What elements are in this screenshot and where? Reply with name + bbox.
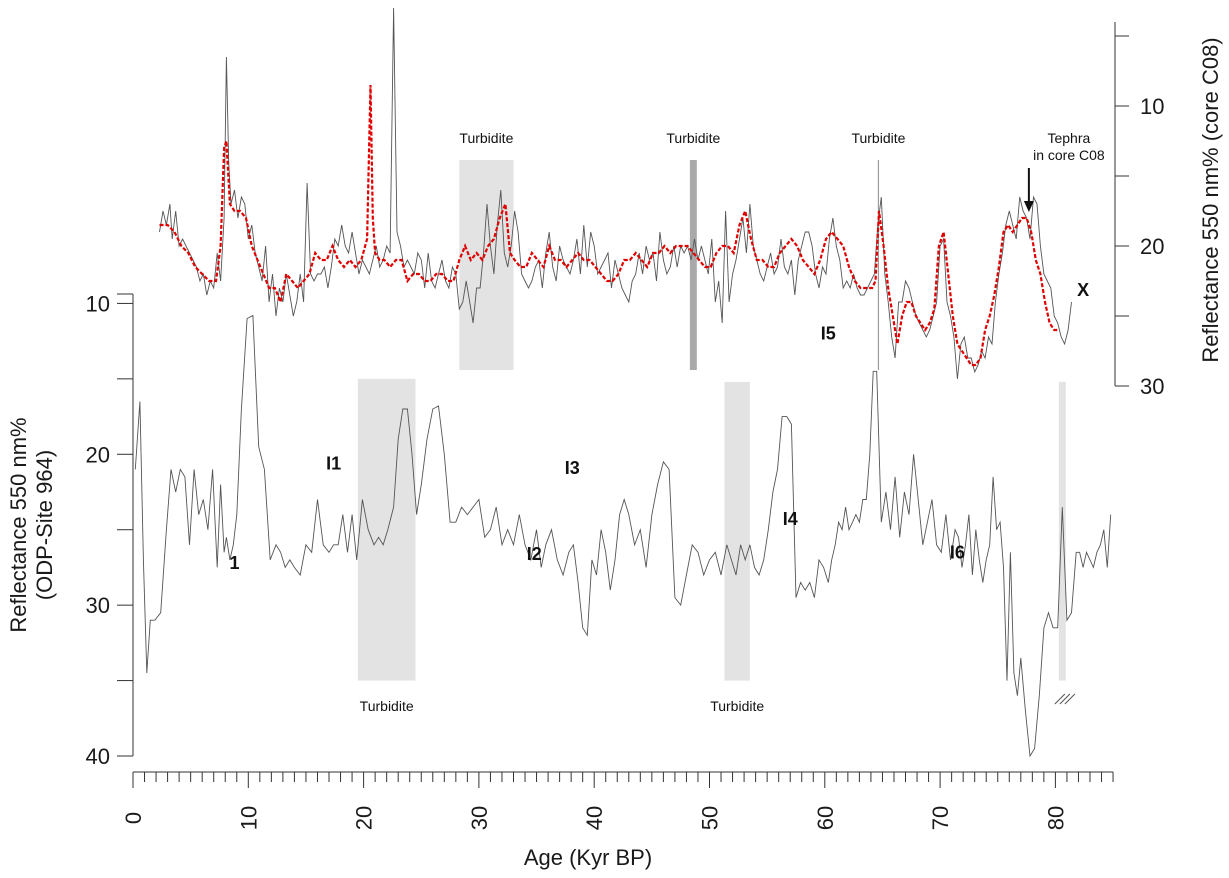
series-layer xyxy=(134,7,1112,758)
x-tick-label: 50 xyxy=(698,806,723,830)
hatch-stroke xyxy=(1054,693,1066,705)
lower-bands-layer xyxy=(357,378,1076,705)
hatch-stroke xyxy=(1059,693,1071,705)
hatch-stroke xyxy=(1064,693,1076,705)
x-tick-label: 70 xyxy=(928,806,953,830)
peak-label-i1: I1 xyxy=(326,453,341,473)
upper-reflectance-line xyxy=(159,7,1072,380)
upper-turbidite-label-1: Turbidite xyxy=(459,130,513,146)
upper-reflectance-smoothed-line xyxy=(159,84,1059,367)
lower-y-tick-label: 40 xyxy=(86,744,110,769)
lower-y-axis-title-line2: (ODP-Site 964) xyxy=(32,450,57,600)
lower-y-tick-label: 20 xyxy=(86,442,110,467)
peak-label-i5: I5 xyxy=(821,324,836,344)
upper-turbidite-label-2: Turbidite xyxy=(666,130,720,146)
upper-y-tick-label: 30 xyxy=(1140,374,1164,399)
x-tick-label: 60 xyxy=(813,806,838,830)
x-tick-label: 30 xyxy=(467,806,492,830)
x-tick-label: 0 xyxy=(121,812,146,824)
lower-turbidite-band-3 xyxy=(1058,381,1066,681)
peak-label-1: 1 xyxy=(229,553,239,573)
tephra-arrow-head xyxy=(1023,201,1034,212)
peak-label-i6: I6 xyxy=(950,542,965,562)
upper-bands-layer xyxy=(459,160,880,370)
lower-y-axis: 10 20 30 40 xyxy=(86,291,134,769)
tephra-label-line1: Tephra xyxy=(1047,130,1090,146)
upper-y-tick-label: 20 xyxy=(1140,234,1164,259)
upper-turbidite-band-3 xyxy=(877,160,880,370)
x-tick-label: 80 xyxy=(1043,806,1068,830)
x-axis: 0 10 20 30 40 50 60 70 80 xyxy=(121,771,1114,830)
upper-y-axis: 10 20 30 xyxy=(1114,22,1164,399)
upper-turbidite-label-3: Turbidite xyxy=(851,130,905,146)
peak-label-x: X xyxy=(1077,280,1089,300)
x-tick-label: 10 xyxy=(236,806,261,830)
lower-y-tick-label: 30 xyxy=(86,593,110,618)
lower-turbidite-label-1: Turbidite xyxy=(360,698,414,714)
lower-y-axis-title-line1: Reflectance 550 nm% xyxy=(6,417,31,632)
lower-turbidite-band-2 xyxy=(724,381,750,681)
lower-y-tick-label: 10 xyxy=(86,291,110,316)
x-tick-label: 20 xyxy=(352,806,377,830)
upper-y-tick-label: 10 xyxy=(1140,94,1164,119)
lower-reflectance-line xyxy=(134,314,1112,758)
tephra-label-line2: in core C08 xyxy=(1033,147,1105,163)
lower-turbidite-band-1 xyxy=(357,378,416,681)
upper-turbidite-band-1 xyxy=(459,160,514,370)
lower-turbidite-label-2: Turbidite xyxy=(710,698,764,714)
x-axis-title: Age (Kyr BP) xyxy=(524,845,652,870)
peak-label-i4: I4 xyxy=(783,509,798,529)
peak-label-i2: I2 xyxy=(527,544,542,564)
annotation-layer: Turbidite Turbidite Turbidite Turbidite Turb… xyxy=(229,130,1104,714)
x-tick-label: 40 xyxy=(582,806,607,830)
upper-turbidite-band-2 xyxy=(689,160,697,370)
hatch-marker xyxy=(1054,693,1076,705)
peak-label-i3: I3 xyxy=(565,458,580,478)
upper-y-axis-title: Reflectance 550 nm% (core C08) xyxy=(1198,37,1223,362)
